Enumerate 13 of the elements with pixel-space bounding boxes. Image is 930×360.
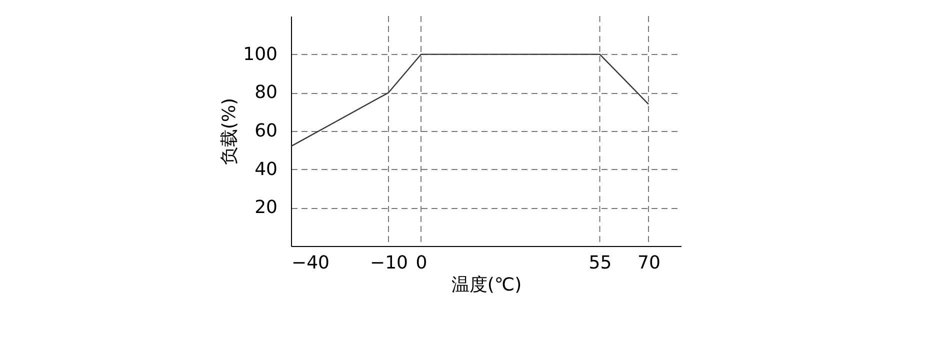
y-tick-label: 60 [254,120,278,142]
x-tick-label: 55 [588,252,612,274]
y-tick-label: 100 [243,44,278,65]
y-axis-title: 负载(%) [219,98,240,166]
x-tick-label: 0 [416,252,428,274]
x-axis-title: 温度(℃) [451,274,522,296]
line-series [290,54,650,147]
y-tick-label: 80 [254,82,278,104]
y-tick-label: 40 [254,158,278,180]
x-tick-label: −40 [292,252,330,274]
x-tick-label: 70 [638,252,660,274]
y-tick-label: 20 [254,197,278,218]
x-tick-label: −10 [370,252,408,274]
